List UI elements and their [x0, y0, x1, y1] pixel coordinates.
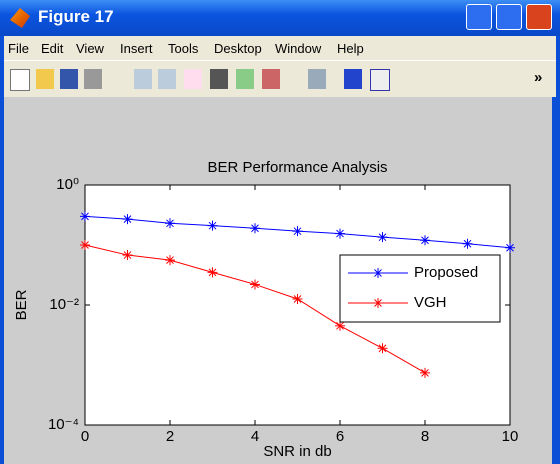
- legend-label: VGH: [414, 294, 447, 311]
- point-marker: [292, 226, 303, 237]
- marker-stroke: [251, 280, 259, 289]
- y-tick-label: 10⁻²: [49, 296, 79, 313]
- toolbar: »: [4, 60, 556, 97]
- menu-item[interactable]: Edit: [41, 41, 64, 56]
- marker-stroke: [463, 239, 472, 248]
- marker-stroke: [374, 269, 382, 277]
- point-marker: [165, 218, 175, 229]
- zoom-out-icon[interactable]: [158, 69, 176, 89]
- print-icon[interactable]: [84, 69, 102, 89]
- title-bar: Figure 17: [0, 0, 560, 36]
- x-tick-label: 8: [421, 428, 429, 445]
- marker-stroke: [378, 344, 387, 353]
- legend-icon[interactable]: [370, 69, 390, 91]
- point-marker: [250, 223, 260, 234]
- brush-icon[interactable]: [262, 69, 280, 89]
- marker-stroke: [336, 321, 344, 330]
- point-marker: [207, 267, 218, 278]
- window-title: Figure 17: [38, 7, 114, 26]
- point-marker: [505, 242, 515, 253]
- x-axis-label: SNR in db: [263, 443, 331, 460]
- marker-stroke: [251, 224, 259, 233]
- marker-stroke: [166, 256, 174, 264]
- x-tick-label: 4: [251, 428, 259, 445]
- point-marker: [122, 214, 133, 225]
- menu-item[interactable]: Window: [275, 41, 322, 56]
- marker-stroke: [506, 243, 514, 252]
- link-icon[interactable]: [308, 69, 326, 89]
- menu-item[interactable]: Help: [337, 41, 364, 56]
- colorbar-icon[interactable]: [344, 69, 362, 89]
- point-marker: [207, 220, 218, 231]
- marker-stroke: [421, 236, 429, 245]
- y-tick-label: 10⁻⁴: [48, 416, 79, 433]
- marker-stroke: [208, 221, 217, 230]
- menu-item[interactable]: File: [8, 41, 29, 56]
- y-tick-label: 10⁰: [56, 176, 79, 193]
- point-marker: [377, 232, 388, 243]
- point-marker: [165, 255, 175, 266]
- chart-title: BER Performance Analysis: [207, 159, 387, 176]
- menu-bar: File Edit View Insert Tools Desktop Window Help: [4, 36, 556, 60]
- legend-label: Proposed: [414, 264, 478, 281]
- marker-stroke: [293, 295, 302, 303]
- marker-stroke: [378, 233, 387, 242]
- new-icon[interactable]: [10, 69, 30, 91]
- legend-box: [339, 254, 501, 323]
- zoom-in-icon[interactable]: [134, 69, 152, 89]
- point-marker: [462, 238, 473, 249]
- x-tick-label: 2: [166, 428, 174, 445]
- marker-stroke: [421, 368, 429, 377]
- point-marker: [292, 293, 303, 304]
- point-marker: [122, 250, 133, 261]
- marker-stroke: [293, 227, 302, 236]
- minimize-button[interactable]: [466, 4, 492, 30]
- marker-stroke: [166, 219, 174, 228]
- point-marker: [250, 279, 260, 290]
- marker-stroke: [208, 268, 217, 277]
- point-marker: [80, 211, 90, 222]
- marker-stroke: [336, 229, 344, 238]
- x-tick-label: 10: [502, 428, 519, 445]
- marker-stroke: [123, 251, 132, 259]
- marker-stroke: [123, 215, 132, 223]
- point-marker: [377, 343, 388, 354]
- point-marker: [80, 240, 90, 250]
- x-tick-label: 0: [81, 428, 89, 445]
- close-button[interactable]: [526, 4, 552, 30]
- point-marker: [335, 228, 345, 239]
- marker-stroke: [374, 299, 382, 307]
- toolbar-overflow[interactable]: »: [534, 69, 543, 86]
- pan-icon[interactable]: [184, 69, 202, 89]
- marker-stroke: [81, 241, 89, 249]
- figure: BER Performance Analysis SNR in db BER 0 2 4 6…: [4, 97, 552, 464]
- save-icon[interactable]: [60, 69, 78, 89]
- menu-item[interactable]: Desktop: [214, 41, 262, 56]
- x-tick-label: 6: [336, 428, 344, 445]
- datacursor-icon[interactable]: [236, 69, 254, 89]
- menu-item[interactable]: View: [76, 41, 104, 56]
- point-marker: [420, 235, 430, 246]
- menu-item[interactable]: Tools: [168, 41, 199, 56]
- legend-marker: [373, 268, 383, 278]
- legend-marker: [373, 298, 383, 308]
- marker-stroke: [81, 212, 89, 221]
- point-marker: [420, 367, 430, 378]
- maximize-button[interactable]: [496, 4, 522, 30]
- y-axis-label: BER: [13, 289, 30, 320]
- rotate-icon[interactable]: [210, 69, 228, 89]
- app-icon: [10, 8, 30, 28]
- menu-item[interactable]: Insert: [120, 41, 153, 56]
- open-icon[interactable]: [36, 69, 54, 89]
